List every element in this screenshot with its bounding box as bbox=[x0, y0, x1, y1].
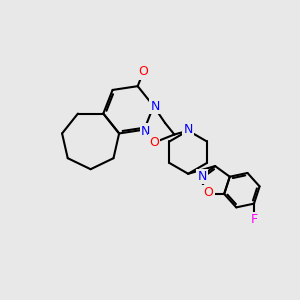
Text: O: O bbox=[149, 136, 159, 149]
Text: F: F bbox=[250, 213, 258, 226]
Text: O: O bbox=[203, 186, 213, 199]
Text: N: N bbox=[150, 100, 160, 112]
Text: O: O bbox=[138, 65, 148, 78]
Text: N: N bbox=[141, 125, 151, 138]
Text: N: N bbox=[184, 123, 193, 136]
Text: N: N bbox=[197, 170, 207, 183]
